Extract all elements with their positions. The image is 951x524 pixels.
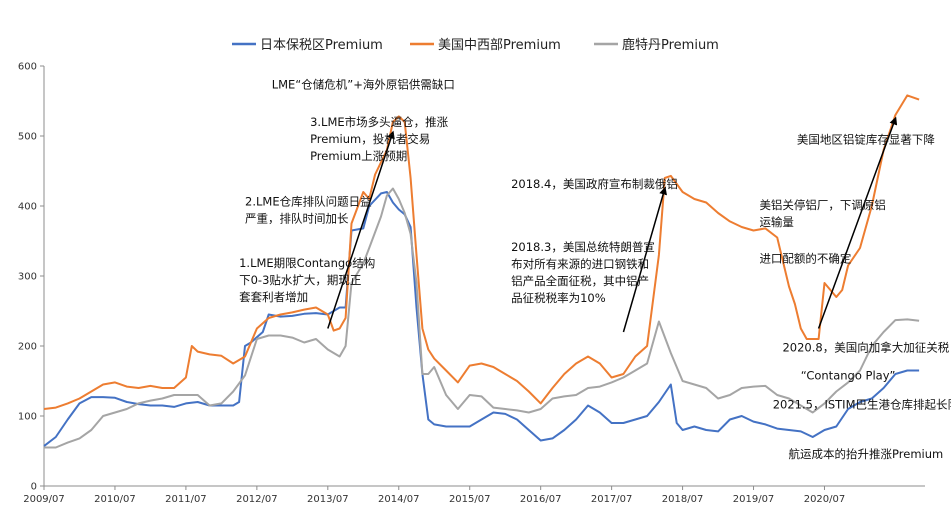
y-tick-label: 300 bbox=[18, 272, 37, 283]
y-tick-label: 100 bbox=[18, 412, 37, 423]
x-tick-label: 2016/07 bbox=[520, 494, 562, 505]
annotation-5: 2018.4，美国政府宣布制裁俄铝 bbox=[511, 177, 678, 191]
annotation-6: 2018.3，美国总统特朗普宣布对所有来源的进口钢铁和铝产品全面征税，其中铝产品… bbox=[511, 240, 655, 305]
annotation-13: 航运成本的抬升推涨Premium bbox=[789, 447, 944, 461]
x-tick-label: 2009/07 bbox=[23, 494, 65, 505]
x-tick-label: 2013/07 bbox=[307, 494, 349, 505]
annotation-10: 2020.8，美国向加拿大加征关税 bbox=[782, 341, 949, 355]
x-tick-label: 2012/07 bbox=[236, 494, 278, 505]
legend-label-3: 鹿特丹Premium bbox=[622, 37, 719, 53]
annotation-arrow-3 bbox=[817, 116, 898, 329]
x-tick-label: 2017/07 bbox=[591, 494, 633, 505]
annotation-7: 美国地区铝锭库存显著下降 bbox=[797, 133, 935, 147]
series-line-2 bbox=[43, 94, 920, 410]
y-tick-label: 400 bbox=[18, 202, 37, 213]
x-tick-label: 2019/07 bbox=[733, 494, 775, 505]
x-tick-label: 2018/07 bbox=[662, 494, 704, 505]
axes: 0 100 200 300 400 500 600 2009/07 2010/07 2011/07… bbox=[18, 62, 925, 505]
annotation-1: LME“仓储危机”+海外原铝供需缺口 bbox=[272, 77, 455, 91]
annotation-3: 2.LME仓库排队问题日益严重，排队时间加长 bbox=[245, 194, 372, 225]
y-tick-label: 600 bbox=[18, 62, 37, 73]
series-line-3 bbox=[44, 187, 920, 449]
x-tick-label: 2015/07 bbox=[449, 494, 491, 505]
annotation-11: “Contango Play” bbox=[801, 369, 896, 383]
annotations-group: LME“仓储危机”+海外原铝供需缺口 3.LME市场多头逼仓，推涨 Premium，… bbox=[239, 77, 951, 461]
y-tick-label: 200 bbox=[18, 342, 37, 353]
annotation-8: 美铝关停铝厂，下调原铝运输量 bbox=[759, 198, 886, 229]
annotation-12: 2021.5，ISTIM巴生港仓库排起长队 bbox=[773, 397, 951, 411]
x-tick-label: 2014/07 bbox=[378, 494, 420, 505]
y-tick-label: 0 bbox=[31, 482, 37, 493]
legend: 日本保税区Premium 美国中西部Premium 鹿特丹Premium bbox=[232, 37, 719, 53]
annotation-9: 进口配额的不确定 bbox=[759, 252, 851, 266]
y-tick-label: 500 bbox=[18, 132, 37, 143]
annotation-4: 1.LME期限Contango结构下0-3贴水扩大，期现正套套利者增加 bbox=[239, 256, 375, 304]
x-tick-label: 2010/07 bbox=[94, 494, 136, 505]
arrows-group bbox=[327, 116, 898, 333]
legend-label-2: 美国中西部Premium bbox=[438, 38, 561, 53]
annotation-arrow-1 bbox=[327, 130, 395, 329]
annotation-arrow-2 bbox=[622, 186, 668, 333]
annotation-2: 3.LME市场多头逼仓，推涨 Premium，投机者交易 Premium上涨预期 bbox=[310, 115, 449, 163]
x-tick-label: 2020/07 bbox=[804, 494, 846, 505]
series-group bbox=[43, 94, 920, 449]
x-tick-label: 2011/07 bbox=[165, 494, 207, 505]
legend-label-1: 日本保税区Premium bbox=[260, 38, 383, 53]
